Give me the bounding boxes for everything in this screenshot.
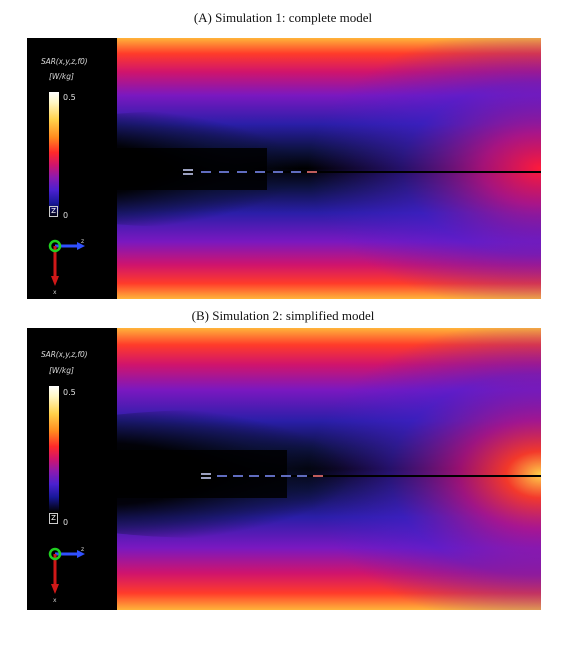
axis-z-label: z [81, 546, 84, 553]
legend-sidebar: SAR(x,y,z,f0) [W/kg] 0.5 0 Z z x [27, 328, 117, 610]
colorbar [49, 386, 59, 512]
axis-x-label: x [53, 597, 57, 602]
caption-simulation-1: (A) Simulation 1: complete model [193, 10, 373, 25]
legend-unit: [W/kg] [49, 366, 74, 375]
sar-heatmap [117, 328, 541, 610]
axis-z-label: z [81, 238, 84, 245]
axes-triad-icon: z x [48, 546, 85, 602]
zoom-icon[interactable]: Z [49, 513, 58, 524]
sar-panel-simulation-1: SAR(x,y,z,f0) [W/kg] 0.5 0 Z z x [27, 38, 541, 299]
sar-panel-simulation-2: SAR(x,y,z,f0) [W/kg] 0.5 0 Z z x [27, 328, 541, 610]
caption-simulation-2: (B) Simulation 2: simplified model [191, 308, 375, 323]
legend-title: SAR(x,y,z,f0) [41, 350, 88, 359]
sar-heatmap [117, 38, 541, 299]
zoom-icon[interactable]: Z [49, 206, 58, 217]
colorbar-min-label: 0 [63, 518, 69, 527]
axes-triad-icon: z x [48, 238, 85, 294]
legend-title: SAR(x,y,z,f0) [41, 57, 88, 66]
colorbar-max-label: 0.5 [63, 388, 76, 397]
antenna-elements [183, 169, 317, 175]
antenna-elements [201, 473, 323, 479]
axis-x-label: x [53, 289, 57, 294]
colorbar [49, 92, 59, 218]
legend-sidebar: SAR(x,y,z,f0) [W/kg] 0.5 0 Z z x [27, 38, 117, 299]
legend-unit: [W/kg] [49, 72, 74, 81]
colorbar-min-label: 0 [63, 211, 69, 220]
colorbar-max-label: 0.5 [63, 93, 76, 102]
